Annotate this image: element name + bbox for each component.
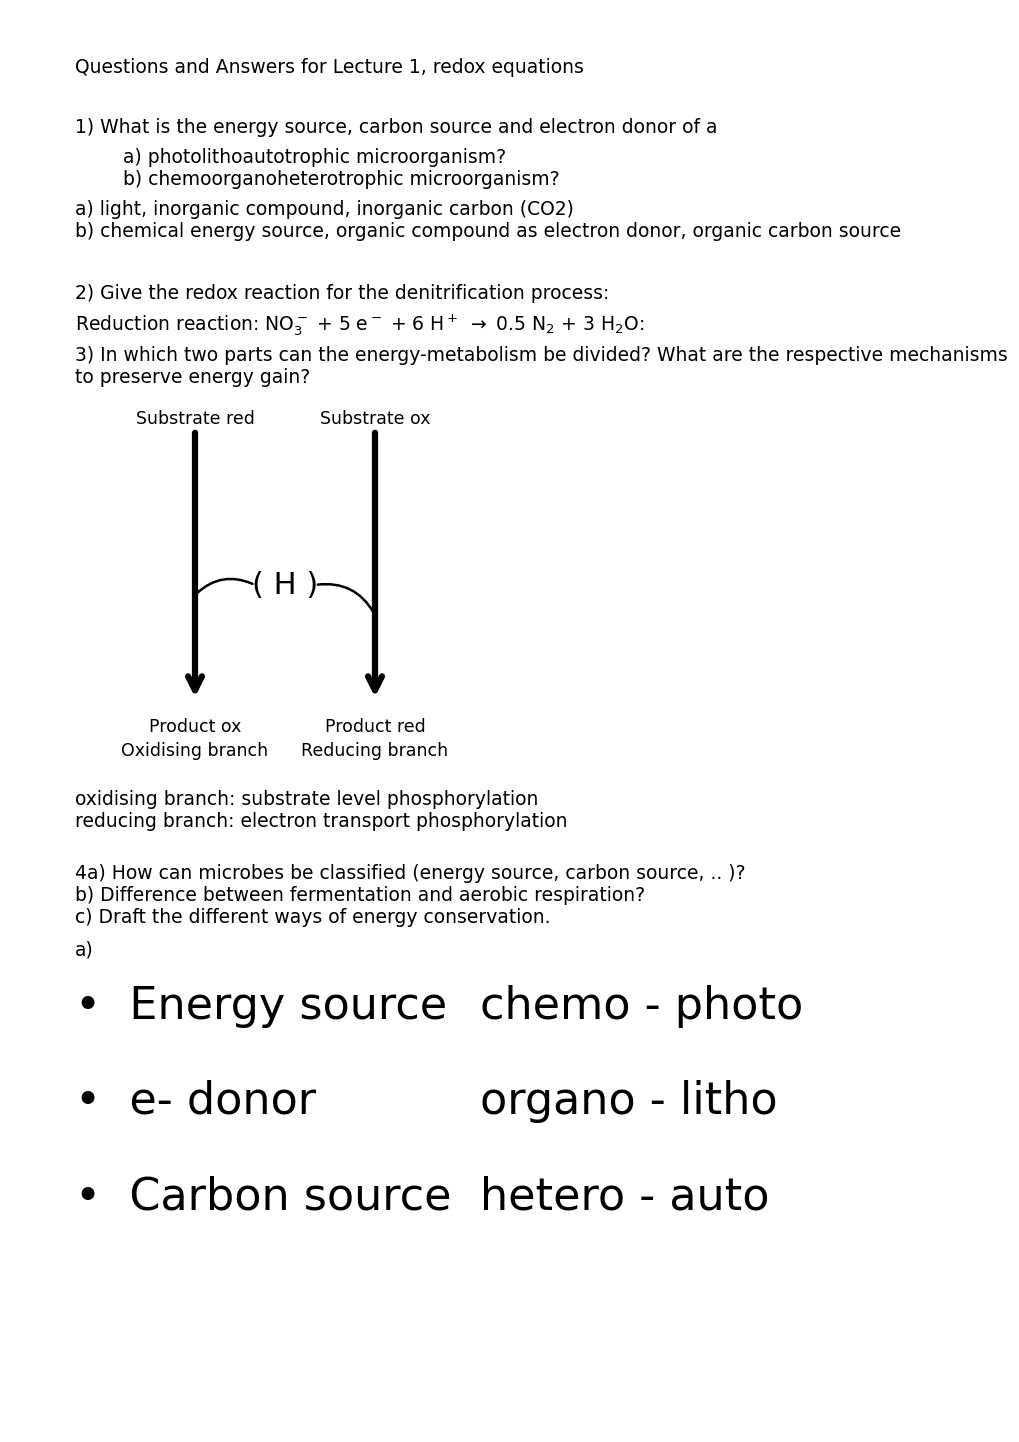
Text: oxidising branch: substrate level phosphorylation: oxidising branch: substrate level phosph… bbox=[75, 790, 538, 809]
Text: 2) Give the redox reaction for the denitrification process:: 2) Give the redox reaction for the denit… bbox=[75, 284, 608, 303]
Text: •  Energy source: • Energy source bbox=[75, 985, 446, 1028]
Text: Oxidising branch: Oxidising branch bbox=[121, 743, 268, 760]
Text: b) chemical energy source, organic compound as electron donor, organic carbon so: b) chemical energy source, organic compo… bbox=[75, 222, 900, 241]
Text: b) Difference between fermentation and aerobic respiration?: b) Difference between fermentation and a… bbox=[75, 885, 644, 906]
Text: reducing branch: electron transport phosphorylation: reducing branch: electron transport phos… bbox=[75, 812, 567, 831]
Text: c) Draft the different ways of energy conservation.: c) Draft the different ways of energy co… bbox=[75, 908, 550, 927]
Text: Questions and Answers for Lecture 1, redox equations: Questions and Answers for Lecture 1, red… bbox=[75, 58, 583, 76]
Text: 1) What is the energy source, carbon source and electron donor of a: 1) What is the energy source, carbon sou… bbox=[75, 118, 716, 137]
Text: a) photolithoautotrophic microorganism?: a) photolithoautotrophic microorganism? bbox=[75, 149, 505, 167]
Text: •  Carbon source: • Carbon source bbox=[75, 1175, 451, 1218]
Text: Reducing branch: Reducing branch bbox=[302, 743, 448, 760]
Text: chemo - photo: chemo - photo bbox=[480, 985, 803, 1028]
Text: a) light, inorganic compound, inorganic carbon (CO2): a) light, inorganic compound, inorganic … bbox=[75, 200, 574, 219]
Text: Product red: Product red bbox=[324, 718, 425, 735]
Text: a): a) bbox=[75, 940, 94, 959]
Text: 3) In which two parts can the energy-metabolism be divided? What are the respect: 3) In which two parts can the energy-met… bbox=[75, 346, 1007, 365]
Text: Product ox: Product ox bbox=[149, 718, 240, 735]
Text: b) chemoorganoheterotrophic microorganism?: b) chemoorganoheterotrophic microorganis… bbox=[75, 170, 559, 189]
Text: •  e- donor: • e- donor bbox=[75, 1080, 316, 1123]
Text: Substrate ox: Substrate ox bbox=[319, 410, 430, 428]
Text: Reduction reaction: NO$_3^-$ + 5 e$^-$ + 6 H$^+$ $\rightarrow$ 0.5 N$_2$ + 3 H$_: Reduction reaction: NO$_3^-$ + 5 e$^-$ +… bbox=[75, 311, 644, 337]
Text: ( H ): ( H ) bbox=[252, 571, 318, 600]
Text: Substrate red: Substrate red bbox=[136, 410, 254, 428]
Text: hetero - auto: hetero - auto bbox=[480, 1175, 768, 1218]
Text: 4a) How can microbes be classified (energy source, carbon source, .. )?: 4a) How can microbes be classified (ener… bbox=[75, 864, 745, 883]
Text: to preserve energy gain?: to preserve energy gain? bbox=[75, 368, 310, 386]
Text: organo - litho: organo - litho bbox=[480, 1080, 776, 1123]
